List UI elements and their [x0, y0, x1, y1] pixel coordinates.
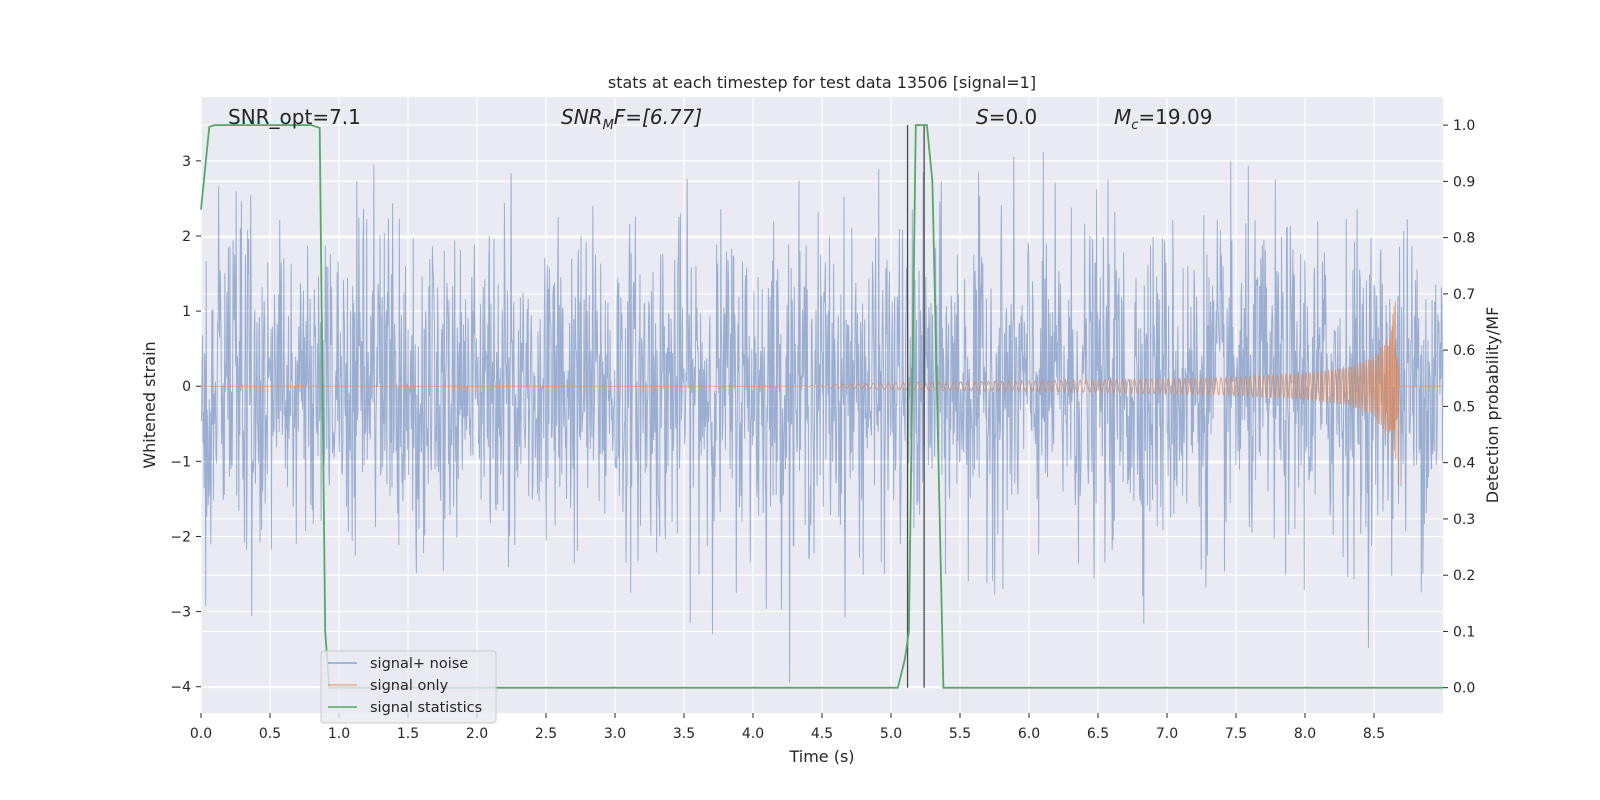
x-tick-label-4: 2.0 — [466, 726, 488, 742]
y-axis-label-right: Detection probability/MF — [1483, 307, 1502, 504]
x-tick-label-12: 6.0 — [1018, 726, 1040, 742]
x-tick-label-17: 8.5 — [1363, 726, 1385, 742]
y-axis-label-left: Whitened strain — [140, 341, 159, 468]
y-right-tick-label-2: 0.2 — [1453, 568, 1475, 584]
y-right-tick-label-10: 1.0 — [1453, 118, 1475, 134]
x-tick-label-0: 0.0 — [190, 726, 212, 742]
legend-box — [320, 650, 497, 724]
grid — [200, 97, 1443, 713]
y-right-tick-label-5: 0.5 — [1453, 399, 1475, 415]
annotation-snr-opt: SNR_opt=7.1 — [228, 105, 361, 129]
x-tick-label-15: 7.5 — [1225, 726, 1247, 742]
annotation-chirp-mass: Mc=19.09 — [1114, 105, 1212, 133]
y-left-tick-label-2: −2 — [170, 529, 191, 545]
y-ticks-left: −4 −3 −2 −1 0 1 2 3 — [170, 154, 201, 696]
noise-line — [200, 152, 1444, 683]
y-left-tick-label-7: 3 — [182, 154, 191, 170]
signal-statistics-series — [200, 124, 1443, 689]
y-right-tick-label-7: 0.7 — [1453, 287, 1475, 303]
x-tick-label-9: 4.5 — [811, 726, 833, 742]
y-right-tick-label-9: 0.9 — [1453, 174, 1475, 190]
x-tick-label-7: 3.5 — [673, 726, 695, 742]
legend: signal+ noise signal only signal statist… — [320, 650, 497, 724]
x-tick-label-1: 0.5 — [259, 726, 281, 742]
x-tick-label-14: 7.0 — [1156, 726, 1178, 742]
legend-label-noise: signal+ noise — [370, 656, 468, 672]
y-right-tick-label-4: 0.4 — [1453, 456, 1475, 472]
x-tick-label-5: 2.5 — [535, 726, 557, 742]
x-tick-label-13: 6.5 — [1087, 726, 1109, 742]
y-left-tick-label-4: 0 — [182, 379, 191, 395]
y-right-tick-label-3: 0.3 — [1453, 512, 1475, 528]
signal-only-series — [201, 301, 1443, 486]
legend-label-signal: signal only — [370, 678, 449, 694]
annotation-s: S=0.0 — [976, 105, 1037, 129]
x-ticks: 0.0 0.5 1.0 1.5 2.0 2.5 3.0 3.5 4.0 4.5 5.0 5.5 6.0 6… — [190, 713, 1385, 742]
y-right-tick-label-6: 0.6 — [1453, 343, 1475, 359]
chart-title: stats at each timestep for test data 135… — [608, 73, 1036, 92]
x-tick-label-2: 1.0 — [328, 726, 350, 742]
x-tick-label-8: 4.0 — [742, 726, 764, 742]
y-right-tick-label-8: 0.8 — [1453, 231, 1475, 247]
y-left-tick-label-3: −1 — [170, 454, 191, 470]
signal-statistics-line — [200, 124, 1443, 689]
vertical-markers — [906, 125, 925, 688]
y-right-tick-label-0: 0.0 — [1453, 681, 1475, 697]
x-tick-label-10: 5.0 — [880, 726, 902, 742]
signal-line — [201, 301, 1443, 486]
y-right-tick-label-1: 0.1 — [1453, 624, 1475, 640]
annotations: SNR_opt=7.1 SNRMF=[6.77] S=0.0 Mc=19.09 — [228, 105, 1212, 133]
x-tick-label-6: 3.0 — [604, 726, 626, 742]
x-axis-label: Time (s) — [788, 747, 854, 766]
y-left-tick-label-1: −3 — [170, 605, 191, 621]
x-tick-label-11: 5.5 — [949, 726, 971, 742]
y-ticks-right: 0.0 0.1 0.2 0.3 0.4 0.5 0.6 0.7 0.8 0.9 1.0 — [1443, 118, 1475, 697]
annotation-snr-mf: SNRMF=[6.77] — [561, 105, 702, 133]
x-tick-label-3: 1.5 — [397, 726, 419, 742]
y-left-tick-label-6: 2 — [182, 229, 191, 245]
signal-noise-series — [200, 152, 1444, 683]
x-tick-label-16: 8.0 — [1294, 726, 1316, 742]
y-left-tick-label-5: 1 — [182, 304, 191, 320]
y-left-tick-label-0: −4 — [170, 680, 191, 696]
legend-label-stat: signal statistics — [370, 700, 482, 716]
